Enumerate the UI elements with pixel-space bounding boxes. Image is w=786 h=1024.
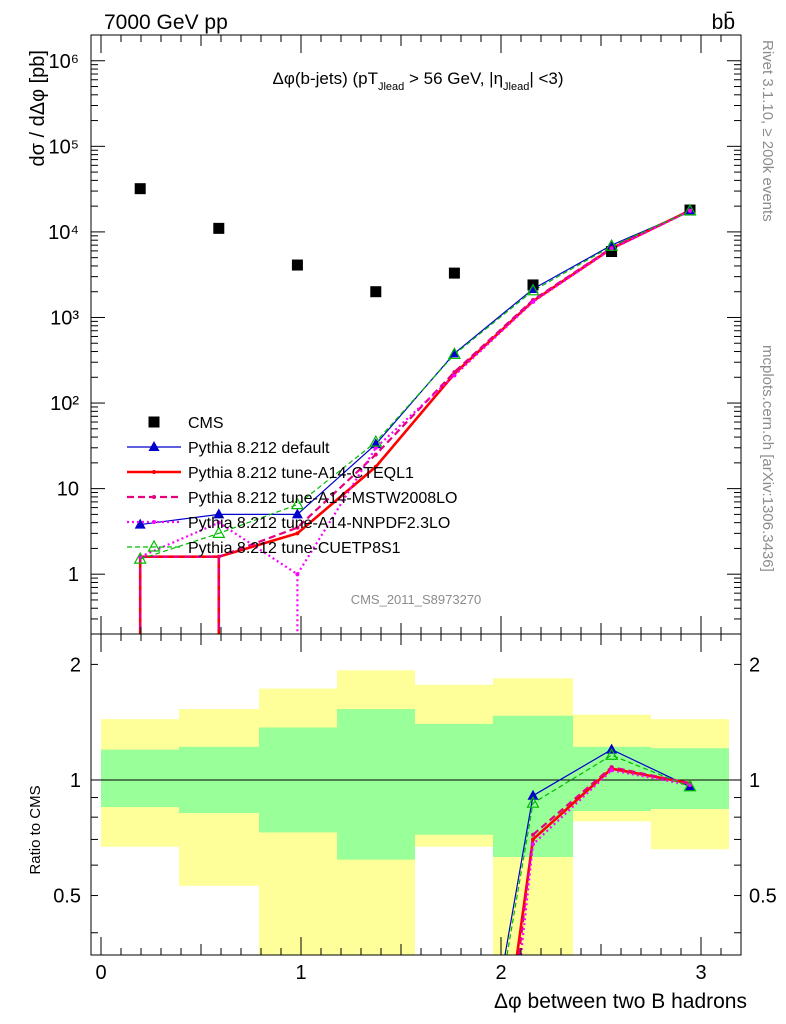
marker-cteql1 xyxy=(373,464,378,469)
ratio-marker-cuetp8s1 xyxy=(526,795,540,808)
marker-default xyxy=(606,239,618,250)
process-label: bb̄ xyxy=(712,11,735,34)
legend-label-nnpdf: Pythia 8.212 tune-A14-NNPDF2.3LO xyxy=(188,515,450,532)
legend: CMS Pythia 8.212 default Pythia 8.212 tune… xyxy=(127,415,457,557)
analysis-id-label: CMS_2011_S8973270 xyxy=(351,592,482,607)
marker-cms xyxy=(606,246,618,258)
marker-default xyxy=(213,508,225,519)
legend-label-default: Pythia 8.212 default xyxy=(188,440,330,457)
ratio-line-cuetp8s1 xyxy=(506,754,691,956)
marker-cms xyxy=(370,286,382,298)
marker-cms xyxy=(448,267,460,279)
x-tick-label: 1 xyxy=(295,962,306,984)
legend-marker-cteql1 xyxy=(152,470,156,474)
ratio-frame xyxy=(90,633,742,956)
y-tick-label-right: 0.5 xyxy=(749,886,777,908)
legend-marker-default xyxy=(148,441,160,451)
y-tick-label: 10³ xyxy=(50,307,79,329)
series-line-mstw xyxy=(140,209,691,558)
main-title: Δφ(b-jets) (pTJlead > 56 GeV, |ηJlead| <… xyxy=(272,69,563,93)
marker-cms xyxy=(291,259,303,271)
marker-nnpdf xyxy=(452,373,457,378)
ratio-marker-mstw xyxy=(531,832,535,837)
ratio-band-inner xyxy=(101,749,179,808)
series-line-nnpdf xyxy=(139,209,691,576)
marker-cuetp8s1 xyxy=(133,551,147,564)
marker-default xyxy=(291,508,303,519)
legend-label-cteql1: Pythia 8.212 tune-A14-CTEQL1 xyxy=(188,465,414,482)
marker-cuetp8s1 xyxy=(447,347,461,360)
marker-default xyxy=(448,347,460,358)
series-line-cuetp8s1 xyxy=(140,210,691,560)
marker-nnpdf xyxy=(295,572,300,577)
y-tick-label: 10⁶ xyxy=(49,51,79,73)
ratio-y-axis-label: Ratio to CMS xyxy=(27,785,44,874)
marker-cms xyxy=(213,222,225,234)
x-tick-label: 3 xyxy=(695,962,706,984)
mcplots-label: mcplots.cern.ch [arXiv:1306.3436] xyxy=(759,345,776,572)
legend-marker-nnpdf xyxy=(152,520,156,524)
marker-cuetp8s1 xyxy=(369,434,383,447)
y-tick-label-right: 1 xyxy=(749,770,760,792)
legend-label-mstw: Pythia 8.212 tune-A14-MSTW2008LO xyxy=(188,490,457,507)
marker-cuetp8s1 xyxy=(212,526,226,538)
marker-cuetp8s1 xyxy=(605,238,619,251)
y-tick-label: 1 xyxy=(68,564,79,586)
x-tick-label: 2 xyxy=(495,962,506,984)
ratio-marker-cuetp8s1 xyxy=(683,779,697,792)
rivet-version-label: Rivet 3.1.10, ≥ 200k events xyxy=(759,40,776,222)
energy-label: 7000 GeV pp xyxy=(104,11,228,34)
y-tick-label: 2 xyxy=(70,654,81,676)
marker-mstw xyxy=(452,370,457,375)
ratio-band-inner xyxy=(573,746,651,812)
y-tick-label-right: 2 xyxy=(749,654,760,676)
legend-marker-mstw xyxy=(152,495,156,499)
main-y-axis-label: dσ / dΔφ [pb] xyxy=(27,50,49,167)
y-tick-label: 10² xyxy=(50,393,79,415)
y-tick-label: 0.5 xyxy=(53,886,81,908)
legend-label-cms: CMS xyxy=(188,415,224,432)
marker-nnpdf xyxy=(216,520,221,525)
x-tick-label: 0 xyxy=(95,962,106,984)
x-axis-label: Δφ between two B hadrons xyxy=(494,990,747,1013)
ratio-marker-nnpdf xyxy=(531,842,535,847)
marker-cuetp8s1 xyxy=(526,283,540,296)
y-tick-label: 10⁴ xyxy=(48,222,79,244)
marker-default xyxy=(134,518,146,529)
ratio-line-default xyxy=(504,748,691,956)
ratio-marker-nnpdf xyxy=(609,768,614,773)
y-tick-label: 10 xyxy=(57,479,79,501)
series-line-default xyxy=(140,210,691,526)
legend-marker-cuetp8s1 xyxy=(147,539,161,552)
marker-cms xyxy=(134,183,146,195)
marker-cuetp8s1 xyxy=(290,497,304,510)
marker-mstw xyxy=(216,554,221,559)
ratio-marker-cuetp8s1 xyxy=(605,747,619,760)
marker-nnpdf xyxy=(688,208,692,213)
ratio-marker-cteql1 xyxy=(531,837,535,842)
marker-cuetp8s1 xyxy=(683,203,697,216)
ratio-marker-nnpdf xyxy=(688,783,692,788)
marker-nnpdf xyxy=(531,299,535,304)
marker-mstw xyxy=(295,525,300,530)
ratio-band-inner xyxy=(415,723,493,835)
ratio-line-mstw xyxy=(517,765,691,956)
ratio-marker-mstw xyxy=(609,765,614,770)
main-panel: 1 10 10² 10³ 10⁴ 10⁵ 10⁶ Δφ(b-jets) (pTJlead >… xyxy=(27,34,742,635)
marker-nnpdf xyxy=(373,445,378,450)
legend-label-cuetp8s1: Pythia 8.212 tune-CUETP8S1 xyxy=(188,540,401,557)
y-tick-label: 10⁵ xyxy=(48,136,79,158)
marker-cteql1 xyxy=(295,531,300,536)
ratio-marker-default xyxy=(527,789,539,800)
legend-marker-cms xyxy=(148,416,160,428)
y-tick-label: 1 xyxy=(70,770,81,792)
ratio-panel: 0 1 2 3 0.5 0.5 1 1 2 2 Ratio to CMS Δφ between t… xyxy=(27,633,777,1013)
ratio-band-inner xyxy=(337,709,415,860)
marker-mstw xyxy=(373,452,378,457)
ratio-line-nnpdf xyxy=(519,769,691,956)
